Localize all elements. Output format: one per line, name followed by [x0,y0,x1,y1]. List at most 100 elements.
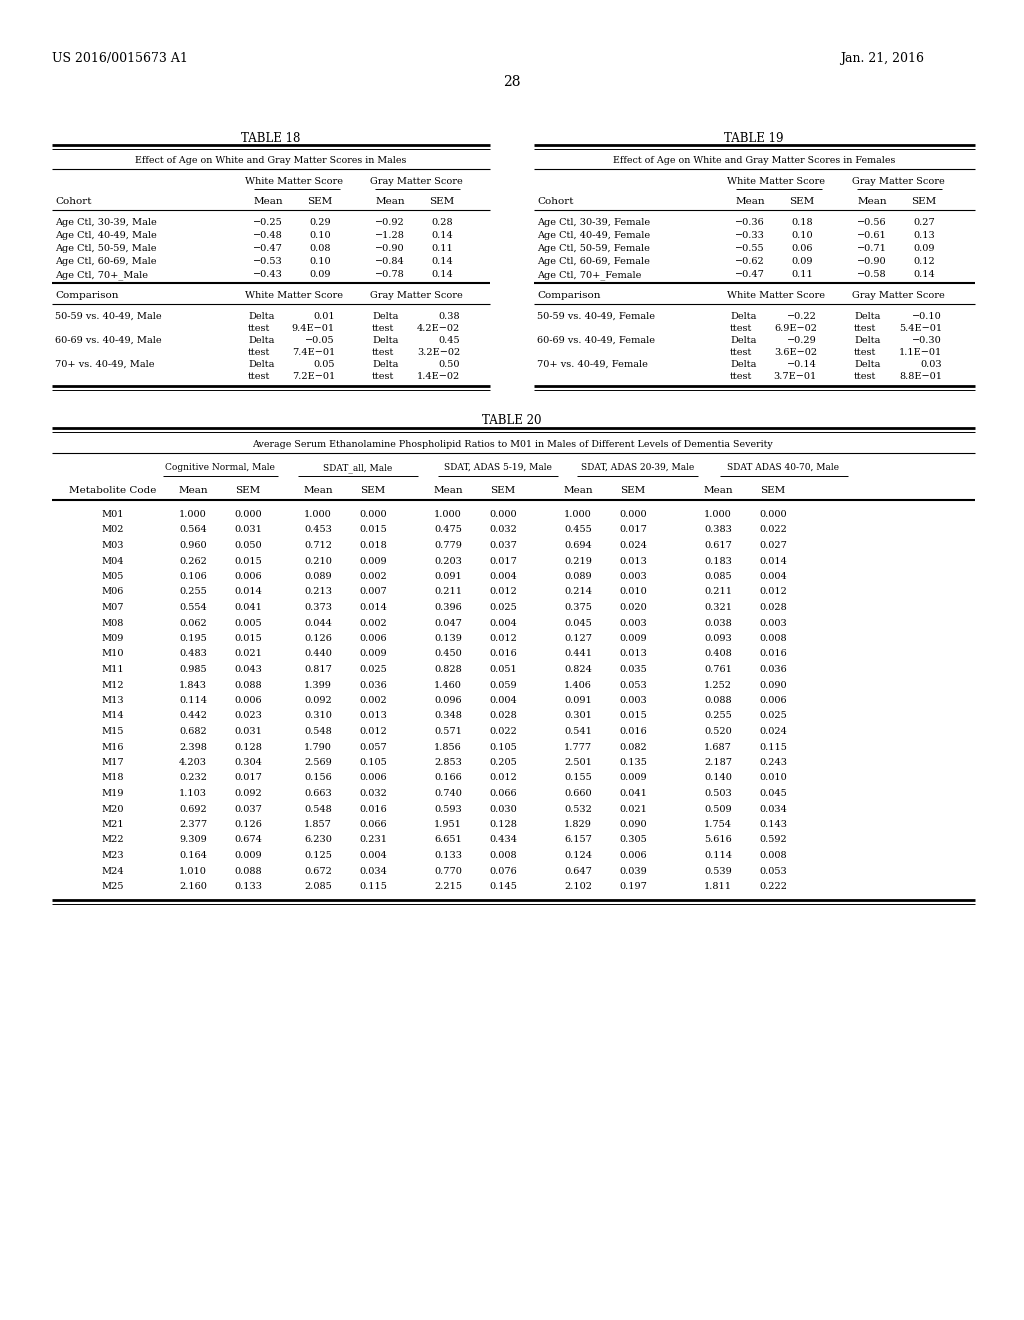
Text: 0.012: 0.012 [489,587,517,597]
Text: 0.10: 0.10 [792,231,813,240]
Text: 0.140: 0.140 [705,774,732,783]
Text: 0.11: 0.11 [431,244,453,253]
Text: Effect of Age on White and Gray Matter Scores in Females: Effect of Age on White and Gray Matter S… [612,156,895,165]
Text: 0.004: 0.004 [489,572,517,581]
Text: 0.10: 0.10 [309,231,331,240]
Text: 0.006: 0.006 [620,851,647,861]
Text: 0.114: 0.114 [179,696,207,705]
Text: −0.47: −0.47 [735,271,765,279]
Text: 0.348: 0.348 [434,711,462,721]
Text: 0.066: 0.066 [359,820,387,829]
Text: −0.47: −0.47 [253,244,283,253]
Text: 0.232: 0.232 [179,774,207,783]
Text: 0.106: 0.106 [179,572,207,581]
Text: 0.013: 0.013 [359,711,387,721]
Text: 0.133: 0.133 [234,882,262,891]
Text: Delta: Delta [248,360,274,370]
Text: 2.501: 2.501 [564,758,592,767]
Text: Mean: Mean [703,486,733,495]
Text: 0.000: 0.000 [489,510,517,519]
Text: 0.021: 0.021 [234,649,262,659]
Text: 0.014: 0.014 [359,603,387,612]
Text: 0.091: 0.091 [564,696,592,705]
Text: 0.231: 0.231 [359,836,387,845]
Text: 70+ vs. 40-49, Female: 70+ vs. 40-49, Female [537,360,648,370]
Text: −0.90: −0.90 [857,257,887,267]
Text: 0.004: 0.004 [359,851,387,861]
Text: 0.015: 0.015 [234,634,262,643]
Text: Gray Matter Score: Gray Matter Score [852,177,944,186]
Text: SEM: SEM [621,486,645,495]
Text: Cohort: Cohort [55,197,91,206]
Text: 0.45: 0.45 [438,337,460,345]
Text: 0.057: 0.057 [359,742,387,751]
Text: 0.213: 0.213 [304,587,332,597]
Text: 0.091: 0.091 [434,572,462,581]
Text: 0.985: 0.985 [179,665,207,675]
Text: 0.023: 0.023 [234,711,262,721]
Text: M02: M02 [101,525,124,535]
Text: ttest: ttest [248,323,270,333]
Text: 0.004: 0.004 [489,696,517,705]
Text: White Matter Score: White Matter Score [727,290,825,300]
Text: 0.126: 0.126 [304,634,332,643]
Text: 0.003: 0.003 [620,619,647,627]
Text: US 2016/0015673 A1: US 2016/0015673 A1 [52,51,187,65]
Text: 0.672: 0.672 [304,866,332,875]
Text: 0.243: 0.243 [759,758,787,767]
Text: 0.004: 0.004 [759,572,786,581]
Text: 0.045: 0.045 [759,789,786,799]
Text: 0.009: 0.009 [359,557,387,565]
Text: 6.651: 6.651 [434,836,462,845]
Text: Comparison: Comparison [55,290,119,300]
Text: 3.7E−01: 3.7E−01 [774,372,817,381]
Text: 0.062: 0.062 [179,619,207,627]
Text: 0.712: 0.712 [304,541,332,550]
Text: 0.044: 0.044 [304,619,332,627]
Text: 2.085: 2.085 [304,882,332,891]
Text: 0.11: 0.11 [792,271,813,279]
Text: M07: M07 [101,603,124,612]
Text: Comparison: Comparison [537,290,600,300]
Text: 0.548: 0.548 [304,804,332,813]
Text: 70+ vs. 40-49, Male: 70+ vs. 40-49, Male [55,360,155,370]
Text: 0.440: 0.440 [304,649,332,659]
Text: 1.399: 1.399 [304,681,332,689]
Text: 0.028: 0.028 [759,603,786,612]
Text: 0.016: 0.016 [489,649,517,659]
Text: 0.143: 0.143 [759,820,787,829]
Text: 5.616: 5.616 [705,836,732,845]
Text: 0.450: 0.450 [434,649,462,659]
Text: 0.105: 0.105 [489,742,517,751]
Text: −0.14: −0.14 [787,360,817,370]
Text: 0.09: 0.09 [913,244,935,253]
Text: SDAT ADAS 40-70, Male: SDAT ADAS 40-70, Male [727,463,839,473]
Text: Mean: Mean [857,197,887,206]
Text: 0.015: 0.015 [359,525,387,535]
Text: 0.682: 0.682 [179,727,207,737]
Text: 0.564: 0.564 [179,525,207,535]
Text: Delta: Delta [248,312,274,321]
Text: Gray Matter Score: Gray Matter Score [370,290,463,300]
Text: 0.008: 0.008 [759,634,786,643]
Text: 6.230: 6.230 [304,836,332,845]
Text: 0.035: 0.035 [620,665,647,675]
Text: TABLE 18: TABLE 18 [242,132,301,145]
Text: 0.089: 0.089 [304,572,332,581]
Text: −0.71: −0.71 [857,244,887,253]
Text: 0.045: 0.045 [564,619,592,627]
Text: ttest: ttest [730,348,753,356]
Text: 0.674: 0.674 [234,836,262,845]
Text: 0.960: 0.960 [179,541,207,550]
Text: 0.090: 0.090 [759,681,786,689]
Text: 0.211: 0.211 [434,587,462,597]
Text: 0.010: 0.010 [759,774,786,783]
Text: 5.4E−01: 5.4E−01 [899,323,942,333]
Text: 0.305: 0.305 [620,836,647,845]
Text: Mean: Mean [433,486,463,495]
Text: −0.62: −0.62 [735,257,765,267]
Text: 0.017: 0.017 [620,525,647,535]
Text: 0.009: 0.009 [234,851,262,861]
Text: M16: M16 [101,742,124,751]
Text: 1.010: 1.010 [179,866,207,875]
